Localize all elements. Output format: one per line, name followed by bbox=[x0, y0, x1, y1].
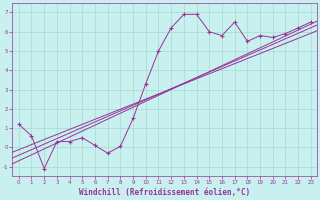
X-axis label: Windchill (Refroidissement éolien,°C): Windchill (Refroidissement éolien,°C) bbox=[79, 188, 250, 197]
